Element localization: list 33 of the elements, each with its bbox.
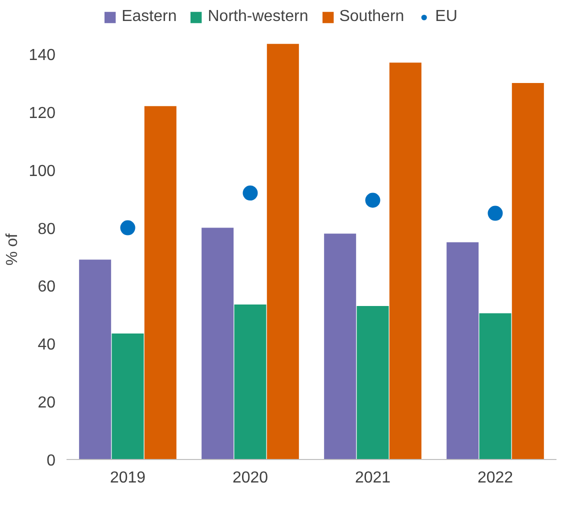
point [120,220,136,236]
y-tick-label: 80 [38,220,56,238]
bar [512,82,544,460]
x-tick-label: 2021 [354,470,391,486]
x-tick-label: 2022 [477,470,514,486]
bar [446,242,479,460]
y-tick-label: 100 [28,162,56,180]
point [242,186,258,200]
legend-label: North-western [208,8,308,26]
bar [324,234,356,460]
bar [389,62,422,460]
y-tick-label: 140 [28,46,56,64]
x-tick-label: 2019 [110,470,146,486]
point [365,192,380,208]
legend-label: Eastern [122,8,177,26]
bar [79,260,112,460]
y-tick-label: 40 [38,336,56,354]
bar [356,306,389,460]
bar [266,44,299,460]
y-tick-label: 60 [38,278,56,296]
point [488,206,503,221]
y-tick-label: 120 [28,104,56,122]
legend-label: EU [435,8,458,26]
y-axis-title: % of [4,232,21,266]
bar [479,313,512,460]
legend-label: Southern [339,8,404,26]
bar [144,106,176,460]
bar [112,334,144,460]
x-tick-label: 2020 [232,470,268,486]
bar [234,304,266,460]
bar [202,228,234,460]
y-tick-label: 20 [38,394,56,412]
y-tick-label: 0 [46,452,56,470]
